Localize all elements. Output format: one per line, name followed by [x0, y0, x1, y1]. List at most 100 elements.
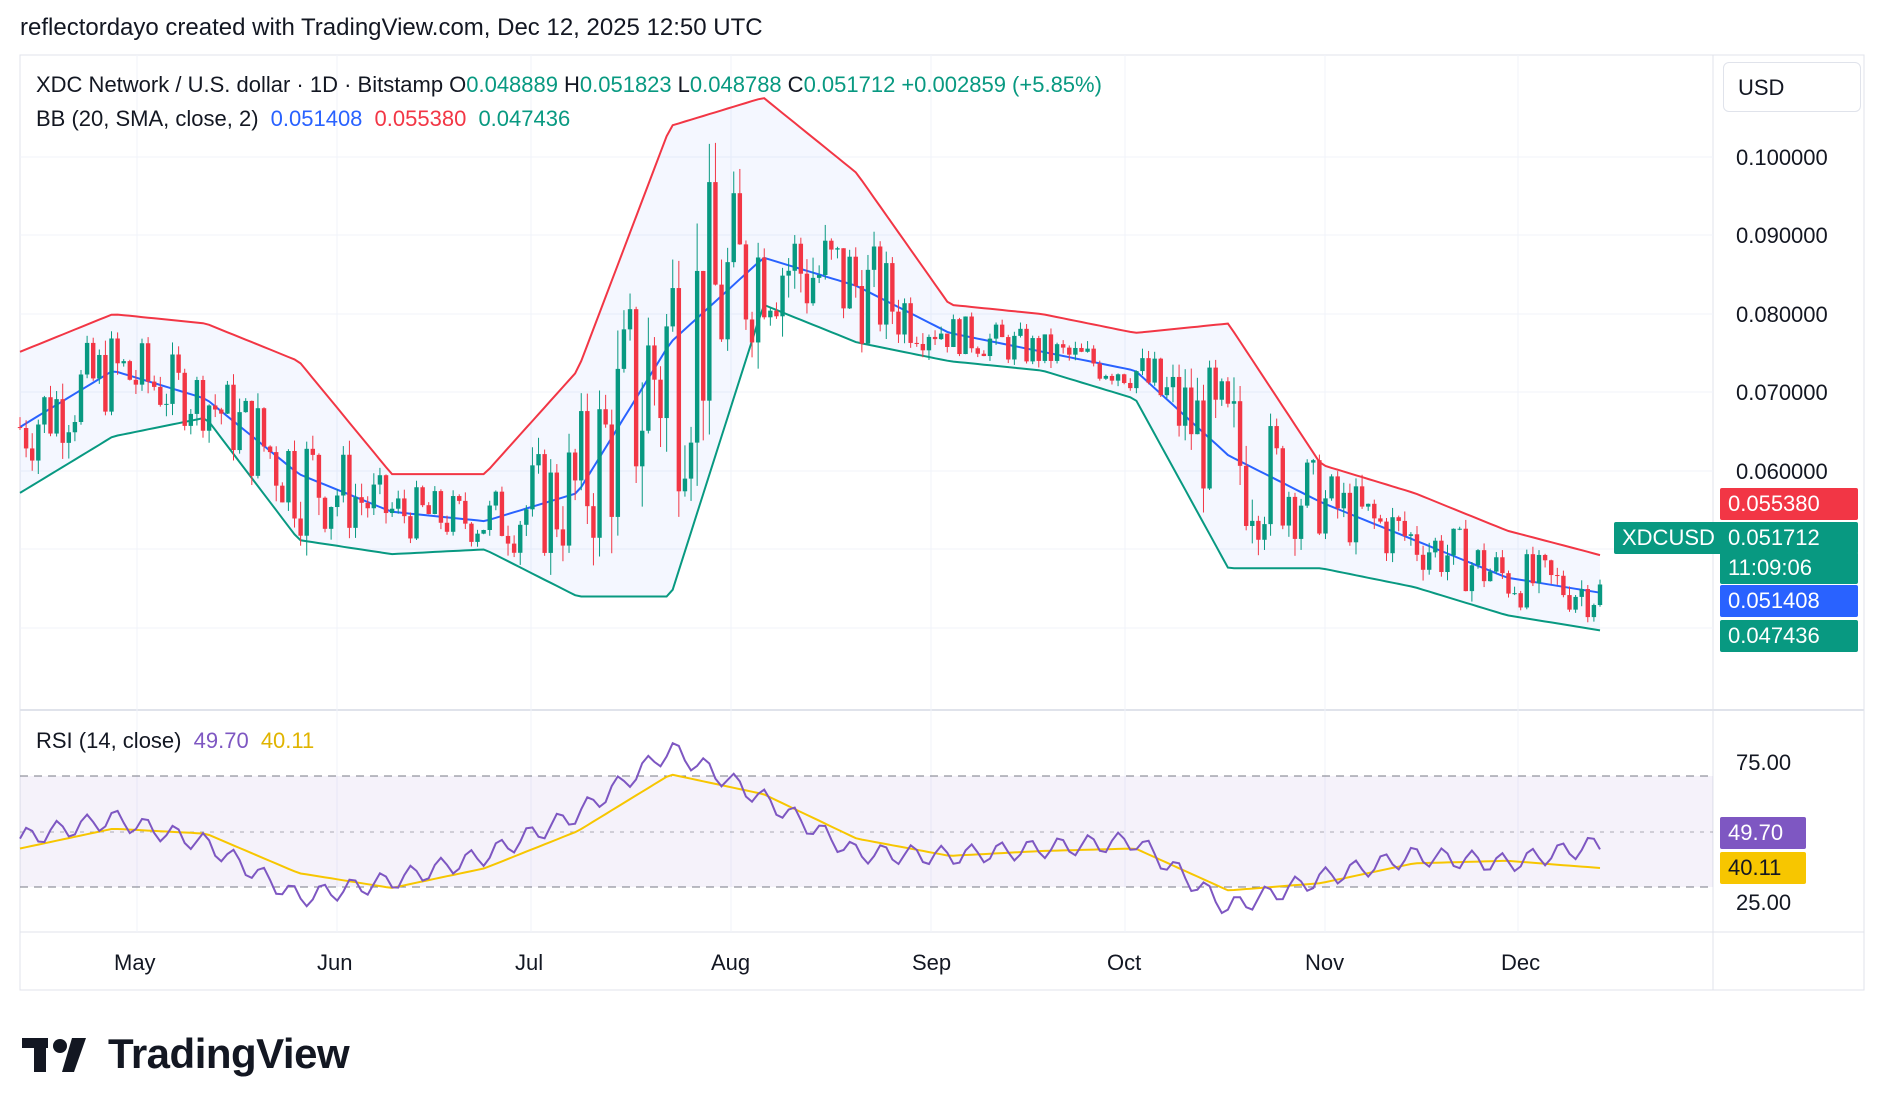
- candle-body: [414, 487, 419, 539]
- candle-body: [365, 502, 370, 509]
- candle-body: [945, 333, 950, 348]
- bb-upper-line: [19, 97, 1601, 557]
- candle-body: [438, 491, 444, 523]
- candle-body: [1555, 575, 1560, 577]
- tag-last-price: 0.051712: [1720, 522, 1858, 554]
- candle-body: [219, 409, 224, 414]
- legend-open: 0.048889: [466, 72, 558, 97]
- candle-body: [1012, 335, 1017, 360]
- candle-body: [530, 465, 535, 510]
- candle-body: [792, 243, 797, 271]
- candle-body: [652, 345, 657, 380]
- candle-body: [780, 275, 785, 317]
- candle-body: [42, 397, 47, 425]
- candle-body: [1018, 328, 1023, 336]
- chart-credit: reflectordayo created with TradingView.c…: [20, 14, 763, 41]
- candle-body: [389, 508, 395, 514]
- candle-body: [993, 324, 999, 339]
- candle-body: [1170, 376, 1176, 388]
- legend-rsi-label: RSI (14, close): [36, 728, 182, 753]
- candle-body: [1579, 589, 1584, 597]
- candle-body: [560, 529, 566, 546]
- candle-body: [347, 454, 352, 528]
- candle-body: [1402, 520, 1407, 536]
- candle-body: [1201, 400, 1206, 489]
- candle-body: [91, 342, 96, 379]
- candle-body: [1500, 557, 1505, 574]
- candle-body: [664, 326, 669, 419]
- candle-body: [371, 484, 377, 509]
- candle-body: [621, 329, 627, 369]
- time-tick: Aug: [711, 950, 751, 975]
- candle-body: [72, 422, 78, 433]
- candle-body: [1140, 358, 1145, 372]
- candle-body: [84, 342, 90, 375]
- candle-body: [1237, 401, 1243, 466]
- candle-body: [1256, 520, 1261, 540]
- legend-o-label: O: [449, 72, 467, 97]
- candle-body: [615, 368, 621, 517]
- candle-body: [1506, 573, 1511, 594]
- candle-body: [1219, 381, 1224, 400]
- candle-body: [963, 316, 968, 355]
- candle-body: [701, 270, 706, 401]
- candle-body: [152, 381, 157, 387]
- candle-body: [1561, 575, 1566, 596]
- candle-body: [1359, 486, 1365, 507]
- legend-rsi-ma: 40.11: [260, 728, 315, 753]
- candle-body: [798, 243, 804, 274]
- candle-body: [786, 270, 791, 276]
- chart-frame: [19, 54, 1865, 991]
- candle-body: [1390, 517, 1395, 554]
- candle-body: [316, 454, 322, 498]
- candle-body: [810, 277, 816, 304]
- candle-body: [1353, 486, 1359, 543]
- candle-body: [396, 498, 401, 509]
- candle-body: [206, 405, 212, 431]
- candle-body: [1548, 560, 1554, 576]
- candle-body: [1292, 496, 1298, 539]
- candle-body: [1433, 540, 1438, 553]
- candle-body: [914, 342, 919, 344]
- candle-body: [1128, 382, 1133, 389]
- candle-body: [829, 240, 834, 250]
- candle-body: [463, 500, 468, 524]
- candle-body: [1274, 426, 1279, 449]
- candle-body: [1311, 460, 1316, 463]
- candle-body: [1542, 554, 1548, 561]
- candle-body: [1231, 401, 1237, 404]
- candle-body: [1146, 358, 1151, 383]
- candle-body: [969, 316, 974, 349]
- candle-body: [243, 400, 248, 413]
- candle-body: [999, 324, 1005, 338]
- candle-body: [426, 505, 431, 514]
- candle-body: [1280, 448, 1285, 526]
- legend-rsi: RSI (14, close) 49.70 40.11: [36, 728, 320, 754]
- bb-lower-line: [19, 303, 1601, 632]
- tradingview-logo-text: TradingView: [108, 1030, 350, 1077]
- candle-body: [1121, 374, 1127, 383]
- candle-body: [938, 333, 944, 340]
- candle-body: [1030, 338, 1035, 362]
- candle-body: [1335, 476, 1340, 509]
- candle-body: [585, 411, 590, 507]
- candle-body: [1487, 571, 1493, 582]
- candle-body: [688, 442, 694, 479]
- candle-body: [292, 450, 297, 519]
- candle-body: [450, 496, 456, 532]
- candle-body: [225, 384, 230, 414]
- candle-body: [987, 338, 993, 357]
- candle-body: [48, 397, 53, 434]
- candle-body: [1060, 344, 1066, 348]
- candle-body: [121, 361, 126, 364]
- candle-body: [1225, 381, 1231, 404]
- candle-body: [328, 507, 334, 529]
- currency-button[interactable]: USD: [1723, 62, 1861, 112]
- candle-body: [1195, 400, 1200, 435]
- candle-body: [1365, 503, 1371, 507]
- candle-body: [200, 380, 206, 431]
- candle-body: [432, 491, 438, 514]
- candle-body: [1067, 347, 1072, 355]
- tradingview-logo[interactable]: TradingView: [22, 1030, 350, 1078]
- tradingview-logo-icon: [22, 1038, 86, 1072]
